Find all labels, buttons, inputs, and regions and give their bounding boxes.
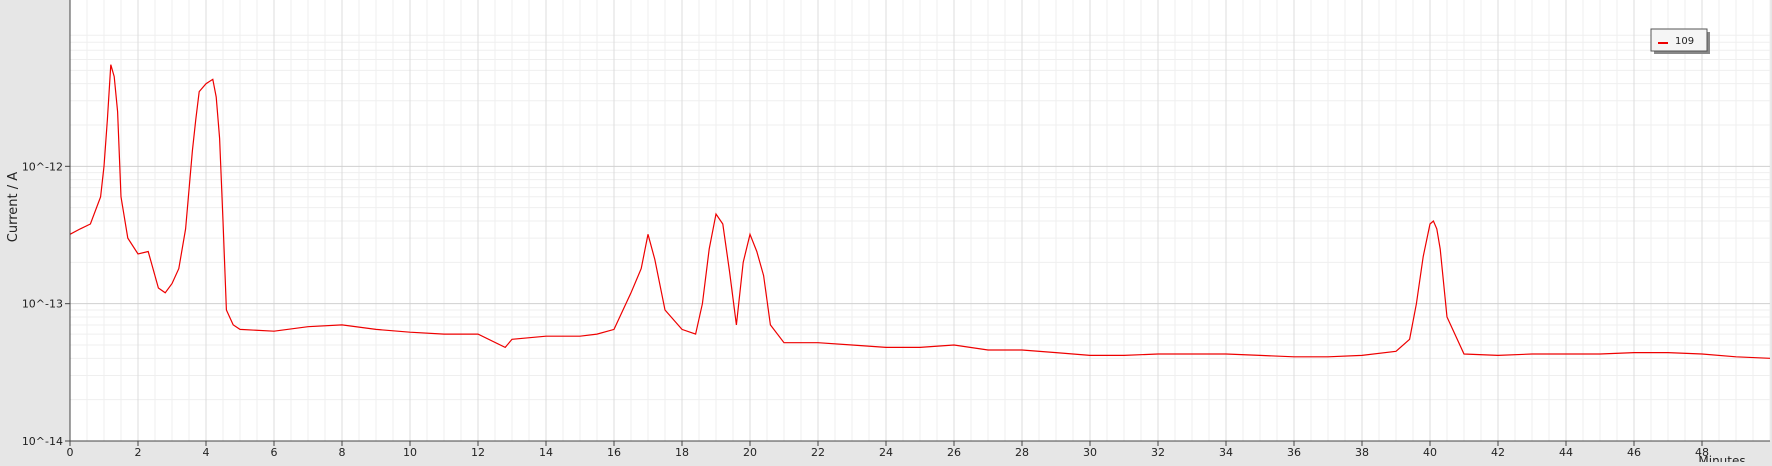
major-grid	[69, 0, 1770, 442]
x-tick-label: 10	[403, 446, 417, 459]
series-layer	[69, 64, 1771, 359]
x-tick-label: 32	[1151, 446, 1165, 459]
x-tick-label: 46	[1627, 446, 1641, 459]
legend-box	[1650, 28, 1708, 52]
series-line-109	[69, 64, 1771, 359]
legend[interactable]: 109	[1650, 28, 1710, 54]
x-tick-label: 4	[203, 446, 210, 459]
x-tick-label: 18	[675, 446, 689, 459]
legend-label: 109	[1675, 36, 1694, 47]
x-tick-label: 2	[135, 446, 142, 459]
x-tick-label: 28	[1015, 446, 1029, 459]
x-tick-label: 22	[811, 446, 825, 459]
x-tick-label: 40	[1423, 446, 1437, 459]
x-tick-label: 16	[607, 446, 621, 459]
x-tick-label: 34	[1219, 446, 1233, 459]
x-tick-label: 30	[1083, 446, 1097, 459]
x-tick-label: 36	[1287, 446, 1301, 459]
x-tick-label: 42	[1491, 446, 1505, 459]
x-tick-label: 48	[1695, 446, 1709, 459]
x-ticks: 0 2 4 6 8 10 12 14 16 18 20 22 24 26 28 30 32 34 36 38 40 42 4…	[67, 441, 1709, 459]
x-tick-label: 8	[339, 446, 346, 459]
x-tick-label: 20	[743, 446, 757, 459]
y-tick-label: 10^-12	[22, 160, 63, 173]
minor-grid	[69, 0, 1771, 441]
y-axis-label: Current / A	[6, 172, 21, 242]
y-tick-label: 10^-14	[22, 435, 63, 448]
y-tick-label: 10^-13	[22, 298, 63, 311]
x-tick-label: 12	[471, 446, 485, 459]
x-tick-label: 24	[879, 446, 893, 459]
x-tick-label: 44	[1559, 446, 1573, 459]
x-axis-label: Minutes	[1698, 454, 1745, 462]
x-tick-label: 38	[1355, 446, 1369, 459]
x-tick-label: 14	[539, 446, 553, 459]
x-tick-label: 26	[947, 446, 961, 459]
x-tick-label: 6	[271, 446, 278, 459]
x-tick-label: 0	[67, 446, 74, 459]
y-ticks: 10^-14 10^-13 10^-12	[22, 160, 70, 448]
